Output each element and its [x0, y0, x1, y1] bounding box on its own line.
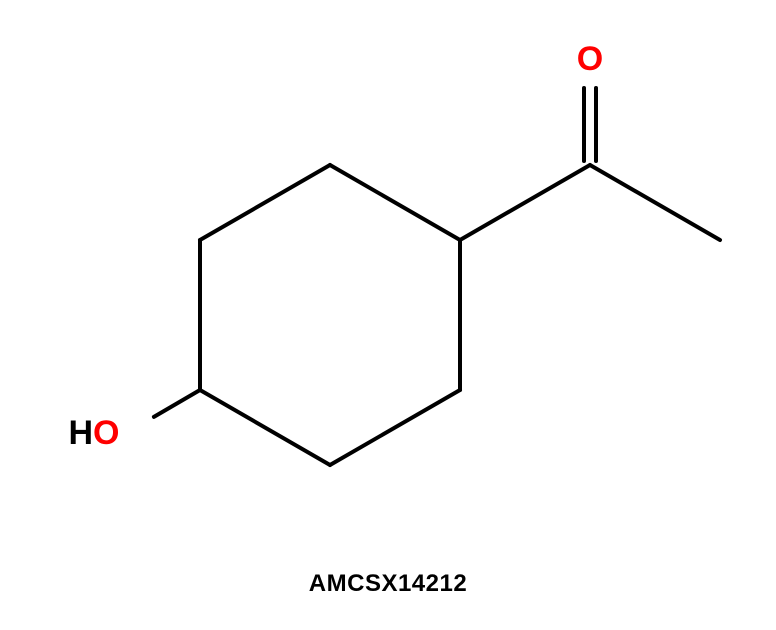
bond-single — [460, 165, 590, 240]
bond-single — [330, 390, 460, 465]
atom-label: HO — [68, 414, 119, 452]
bond-single — [330, 165, 460, 240]
bond-single — [590, 165, 720, 240]
bond-single — [200, 390, 330, 465]
molecule-svg: O HO — [0, 0, 776, 630]
bond-single — [200, 165, 330, 240]
compound-caption: AMCSX14212 — [0, 570, 776, 598]
diagram-stage: O HO AMCSX14212 — [0, 0, 776, 630]
bond-single — [154, 390, 200, 417]
atom-label: O — [577, 40, 603, 78]
